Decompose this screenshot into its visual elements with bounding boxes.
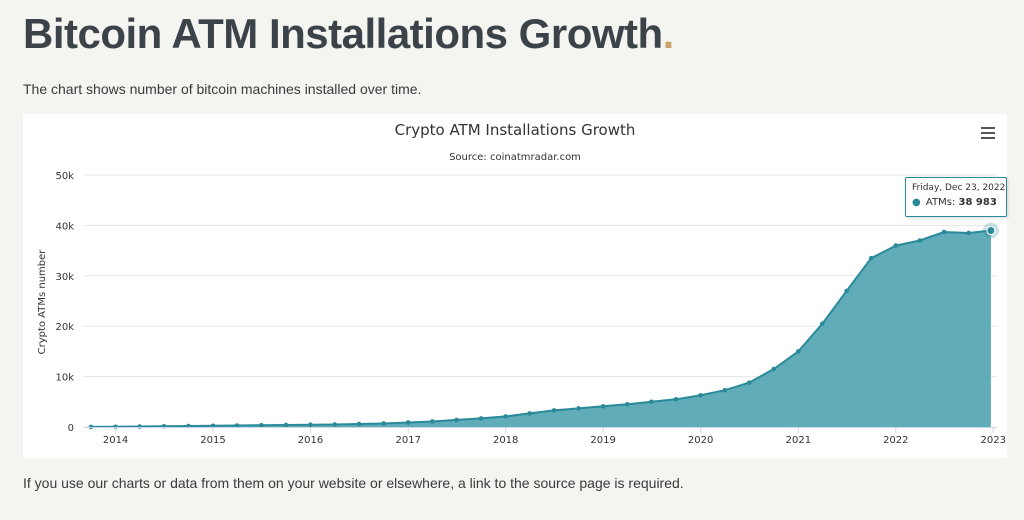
data-point[interactable] xyxy=(868,255,874,261)
data-point[interactable] xyxy=(308,422,313,428)
x-tick-label: 2023 xyxy=(981,435,1006,446)
tooltip-value: 38 983 xyxy=(958,197,997,208)
data-point[interactable] xyxy=(332,422,338,427)
page-title: Bitcoin ATM Installations Growth. xyxy=(23,10,675,57)
data-point[interactable] xyxy=(210,423,216,429)
x-tick-label: 2017 xyxy=(396,435,421,446)
series-line xyxy=(90,229,992,428)
x-tick-label: 2016 xyxy=(298,435,323,446)
data-point[interactable] xyxy=(893,243,899,248)
data-point[interactable] xyxy=(941,229,947,235)
data-point[interactable] xyxy=(673,396,679,402)
x-tick-label: 2015 xyxy=(200,435,225,446)
x-tick-label: 2014 xyxy=(103,435,128,446)
source-attribution-note: If you use our charts or data from them … xyxy=(23,475,684,491)
y-tick-label: 10k xyxy=(55,373,74,384)
data-point[interactable] xyxy=(234,423,240,428)
data-point[interactable] xyxy=(137,424,142,429)
series-area-fill xyxy=(91,230,991,427)
x-tick-label: 2018 xyxy=(493,435,518,446)
hamburger-menu-icon xyxy=(981,127,995,129)
data-point[interactable] xyxy=(88,424,94,430)
x-tick-label: 2019 xyxy=(590,435,615,446)
y-tick-label: 0 xyxy=(68,423,74,434)
x-tick-label: 2020 xyxy=(688,435,713,446)
data-point[interactable] xyxy=(356,421,362,427)
y-tick-label: 30k xyxy=(55,272,74,283)
chart-menu-button[interactable] xyxy=(977,124,999,144)
title-accent-dot: . xyxy=(662,10,675,57)
data-point[interactable] xyxy=(478,416,484,421)
chart-title: Crypto ATM Installations Growth xyxy=(395,121,636,139)
data-point[interactable] xyxy=(527,411,533,416)
tooltip-bullet-icon: ● xyxy=(912,197,921,208)
chart-subtitle: Source: coinatmradar.com xyxy=(449,152,581,163)
data-point[interactable] xyxy=(746,380,752,385)
y-axis-title: Crypto ATMs number xyxy=(37,249,48,355)
y-tick-label: 40k xyxy=(55,221,74,232)
data-point[interactable] xyxy=(600,404,606,409)
data-point[interactable] xyxy=(454,417,459,423)
data-point[interactable] xyxy=(624,402,630,407)
data-point[interactable] xyxy=(429,419,435,424)
data-point[interactable] xyxy=(503,414,508,419)
series-area xyxy=(90,229,992,428)
data-point[interactable] xyxy=(649,399,654,405)
data-point[interactable] xyxy=(917,238,923,243)
y-tick-label: 20k xyxy=(55,322,74,333)
chart-tooltip: Friday, Dec 23, 2022 ● ATMs: 38 983 xyxy=(905,177,1007,217)
tooltip-row: ● ATMs: 38 983 xyxy=(912,197,997,208)
data-point[interactable] xyxy=(844,288,849,294)
data-point[interactable] xyxy=(551,408,557,413)
data-point[interactable] xyxy=(259,422,264,428)
area-chart: 0 10k 20k 30k 40k 50k 2014 2015 2016 2017 2018 2019… xyxy=(37,121,1006,446)
data-point[interactable] xyxy=(381,421,386,426)
chart-card: 0 10k 20k 30k 40k 50k 2014 2015 2016 2017 2018 2019… xyxy=(23,114,1007,458)
axes: 0 10k 20k 30k 40k 50k 2014 2015 2016 2017 2018 2019… xyxy=(55,171,1006,446)
data-point[interactable] xyxy=(283,422,289,428)
y-tick-label: 50k xyxy=(55,171,74,182)
data-point[interactable] xyxy=(771,366,777,372)
data-point[interactable] xyxy=(796,349,801,354)
data-point[interactable] xyxy=(820,321,825,326)
x-tick-label: 2022 xyxy=(883,435,908,446)
data-point[interactable] xyxy=(698,392,703,398)
tooltip-series-name: ATMs xyxy=(925,197,952,208)
data-point[interactable] xyxy=(576,406,581,411)
tooltip-date: Friday, Dec 23, 2022 xyxy=(912,183,1006,193)
data-point[interactable] xyxy=(966,230,971,236)
x-tick-label: 2021 xyxy=(786,435,811,446)
data-point[interactable] xyxy=(722,387,728,393)
intro-text: The chart shows number of bitcoin machin… xyxy=(23,81,422,97)
data-point[interactable] xyxy=(405,420,411,425)
hovered-data-point[interactable] xyxy=(986,226,996,236)
